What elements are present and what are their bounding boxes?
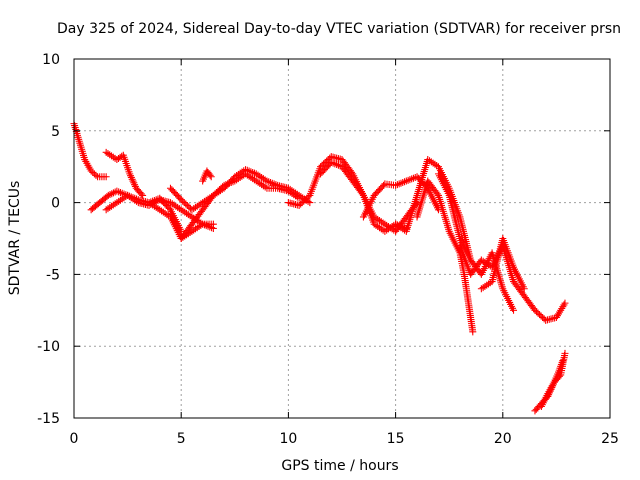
data-point [559, 357, 567, 365]
data-point [561, 299, 569, 307]
data-point [469, 328, 477, 336]
series-sat-r [537, 357, 567, 411]
data-point [102, 173, 110, 181]
series-sat-j [317, 158, 410, 235]
data-point [510, 306, 518, 314]
series-sat-l [392, 156, 475, 264]
axis-ticks: 0 5 10 15 20 25 10 5 0 -5 -10 -15 [37, 52, 619, 447]
gridlines [74, 59, 610, 418]
series-sat-p [477, 235, 528, 293]
plot-frame [73, 58, 611, 419]
data-point [104, 191, 112, 199]
y-axis-label: SDTVAR / TECUs [7, 181, 23, 296]
data-point [207, 173, 215, 181]
data-points [70, 120, 569, 415]
series-sat-f [166, 166, 314, 214]
series-sat-i [284, 153, 421, 235]
y-tick-label: 0 [51, 196, 60, 212]
y-tick-label: 10 [42, 52, 60, 68]
x-tick-label: 15 [387, 431, 405, 447]
data-point [92, 171, 100, 179]
series-sat-g [177, 170, 303, 242]
x-tick-label: 20 [494, 431, 512, 447]
data-point [108, 190, 116, 198]
x-tick-label: 0 [70, 431, 79, 447]
data-point [209, 220, 217, 228]
data-point [380, 181, 388, 189]
data-point [520, 285, 528, 293]
series-sat-h [199, 167, 215, 185]
data-point [109, 189, 117, 197]
data-point [306, 199, 314, 207]
x-tick-label: 25 [601, 431, 619, 447]
series-sat-o [456, 242, 569, 324]
data-point [137, 190, 145, 198]
series-sat-c [102, 191, 185, 235]
data-point [348, 168, 356, 176]
data-point [106, 191, 114, 199]
series-sat-d [102, 148, 147, 199]
y-tick-label: 5 [51, 124, 60, 140]
data-point [295, 194, 303, 202]
y-tick-label: -5 [46, 267, 60, 283]
series-sat-a [70, 120, 110, 181]
x-tick-label: 10 [279, 431, 297, 447]
data-point [433, 190, 441, 198]
data-point [561, 349, 569, 357]
x-tick-label: 5 [177, 431, 186, 447]
y-tick-label: -15 [37, 411, 60, 427]
y-tick-label: -10 [37, 339, 60, 355]
data-point [358, 190, 366, 198]
chart-title: Day 325 of 2024, Sidereal Day-to-day VTE… [57, 21, 621, 37]
data-point [139, 191, 147, 199]
x-axis-label: GPS time / hours [281, 458, 398, 474]
series-sat-m [413, 177, 477, 336]
data-point [206, 171, 214, 179]
